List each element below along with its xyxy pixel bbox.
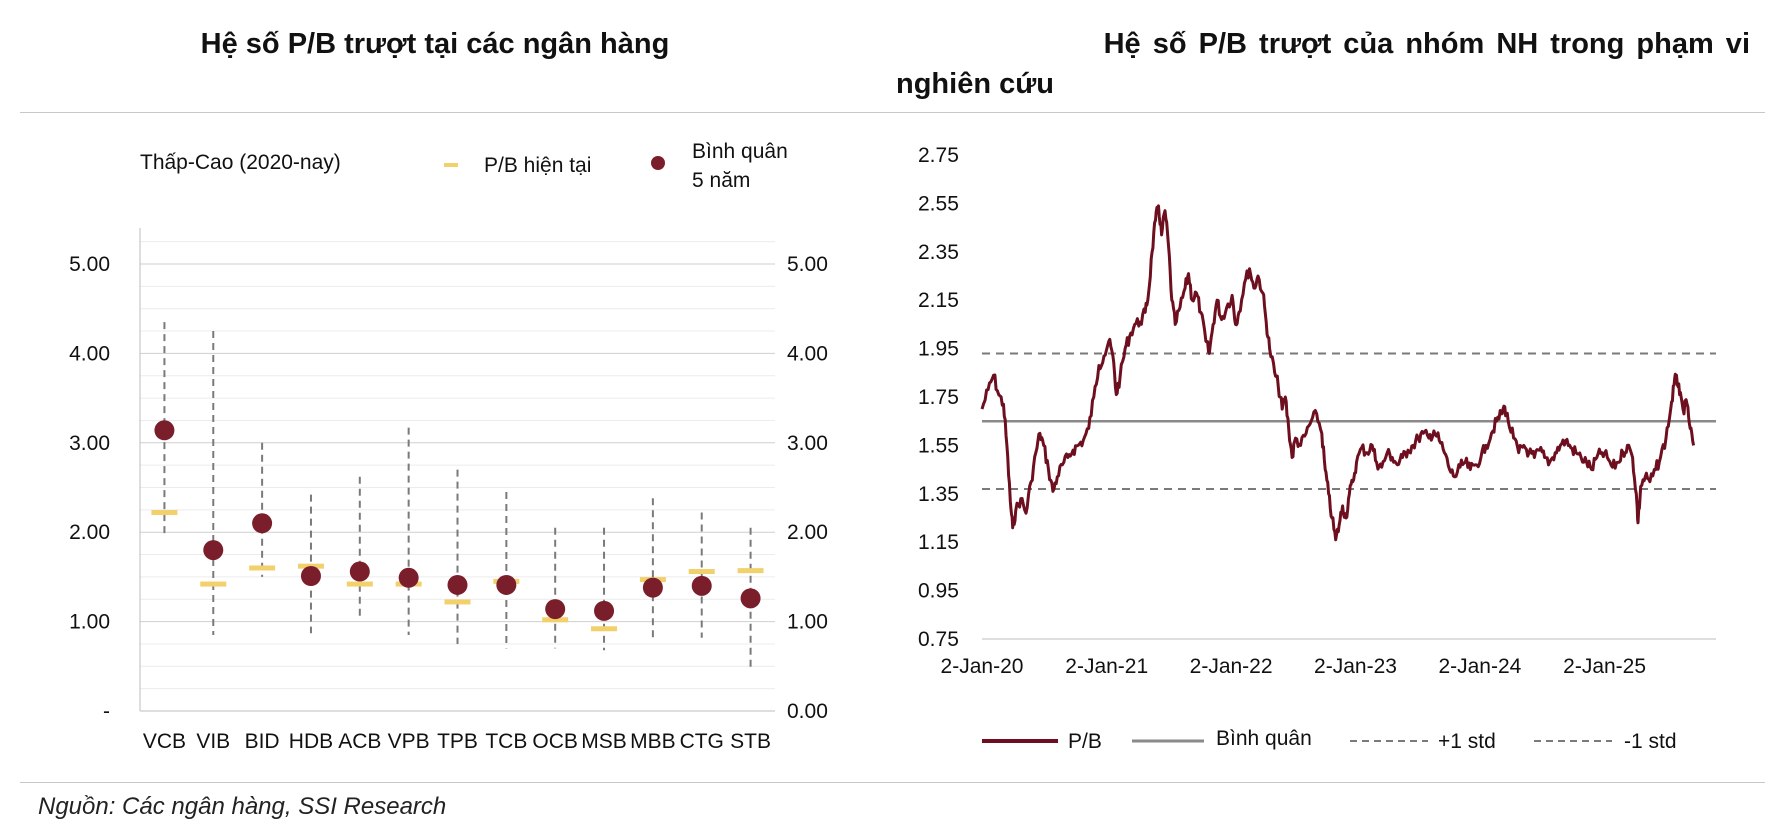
y-tick-label: 0.95 (918, 580, 959, 603)
legend-plus-std-label: +1 std (1438, 730, 1496, 753)
source-note: Nguồn: Các ngân hàng, SSI Research (38, 793, 447, 820)
x-category-label: OCB (532, 730, 578, 753)
y-tick-label-right: 0.00 (787, 700, 828, 723)
x-tick-label: 2-Jan-22 (1190, 655, 1273, 678)
current-pb-marker (591, 626, 618, 632)
avg-5y-dot (398, 567, 419, 588)
x-tick-label: 2-Jan-21 (1065, 655, 1148, 678)
x-tick-label: 2-Jan-23 (1314, 655, 1397, 678)
y-tick-label: 2.15 (918, 289, 959, 312)
x-category-label: VCB (143, 730, 186, 753)
avg-5y-dot (300, 566, 321, 587)
legend-current-marker (444, 163, 458, 167)
legend-avg-label-line1: Bình quân (692, 140, 788, 163)
avg-5y-dot (594, 600, 615, 621)
current-pb-marker (249, 565, 276, 571)
current-pb-marker (200, 581, 227, 587)
legend-pb-label: P/B (1068, 730, 1102, 753)
current-pb-marker (688, 569, 715, 575)
x-category-label: CTG (680, 730, 724, 753)
legend-minus-std-label: -1 std (1624, 730, 1677, 753)
right-chart-title-line2: nghiên cứu (896, 68, 1054, 100)
y-tick-label: 1.35 (918, 483, 959, 506)
current-pb-marker (542, 617, 569, 623)
x-category-label: HDB (289, 730, 333, 753)
y-tick-label-left: 5.00 (69, 253, 110, 276)
bank-pb-range-chart: - 1.00 2.00 3.00 4.00 5.00 0.00 1.00 2.00 3.00 4.0… (69, 140, 828, 753)
legend-current-label: P/B hiện tại (484, 154, 591, 177)
x-tick-label: 2-Jan-20 (941, 655, 1024, 678)
y-tick-label: 1.15 (918, 531, 959, 554)
x-category-label: BID (245, 730, 280, 753)
y-tick-label: 0.75 (918, 628, 959, 651)
y-tick-label-right: 3.00 (787, 432, 828, 455)
avg-5y-dot (447, 574, 468, 595)
avg-5y-dot (349, 561, 370, 582)
top-divider (20, 112, 1765, 113)
avg-5y-dot (496, 574, 517, 595)
legend-range-label: Thấp-Cao (2020-nay) (140, 151, 341, 174)
y-tick-label: 1.95 (918, 338, 959, 361)
bottom-divider (20, 782, 1765, 783)
avg-5y-dot (545, 599, 566, 620)
current-pb-marker (737, 568, 764, 574)
x-category-label: TPB (437, 730, 478, 753)
y-tick-label-right: 1.00 (787, 611, 828, 634)
avg-5y-dot (691, 575, 712, 596)
x-category-label: MBB (630, 730, 676, 753)
y-tick-label-right: 5.00 (787, 253, 828, 276)
y-tick-label-right: 4.00 (787, 342, 828, 365)
left-chart-title: Hệ số P/B trượt tại các ngân hàng (200, 28, 670, 60)
right-chart-title-line1: Hệ số P/B trượt của nhóm NH trong phạm v… (1103, 28, 1750, 60)
y-tick-label-left: - (103, 700, 110, 723)
legend-avg-label-line2: 5 năm (692, 169, 750, 192)
y-tick-label: 2.75 (918, 144, 959, 167)
x-category-label: VPB (388, 730, 430, 753)
x-tick-label: 2-Jan-25 (1563, 655, 1646, 678)
y-tick-label-left: 1.00 (69, 611, 110, 634)
y-tick-label-left: 4.00 (69, 342, 110, 365)
y-tick-label: 2.55 (918, 192, 959, 215)
current-pb-marker (151, 510, 178, 516)
y-tick-label-left: 3.00 (69, 432, 110, 455)
x-category-label: VIB (196, 730, 230, 753)
avg-5y-dot (203, 540, 224, 561)
avg-5y-dot (642, 577, 663, 598)
avg-5y-dot (740, 588, 761, 609)
legend-avg-marker (651, 156, 665, 170)
y-tick-label: 1.75 (918, 386, 959, 409)
x-category-label: MSB (581, 730, 627, 753)
y-tick-label: 1.55 (918, 434, 959, 457)
y-tick-label: 2.35 (918, 241, 959, 264)
y-tick-label-right: 2.00 (787, 521, 828, 544)
x-category-label: STB (730, 730, 771, 753)
pb-series-line (980, 204, 1696, 542)
y-tick-label-left: 2.00 (69, 521, 110, 544)
current-pb-marker (444, 599, 471, 605)
x-tick-label: 2-Jan-24 (1438, 655, 1521, 678)
x-category-label: TCB (485, 730, 527, 753)
current-pb-marker (346, 581, 373, 587)
legend-avg-label: Bình quân (1216, 727, 1312, 750)
avg-5y-dot (252, 513, 273, 534)
avg-5y-dot (154, 420, 175, 441)
x-category-label: ACB (338, 730, 381, 753)
group-pb-line-chart: 0.75 0.95 1.15 1.35 1.55 1.75 1.95 2.15 2.35 2.55… (918, 144, 1716, 753)
